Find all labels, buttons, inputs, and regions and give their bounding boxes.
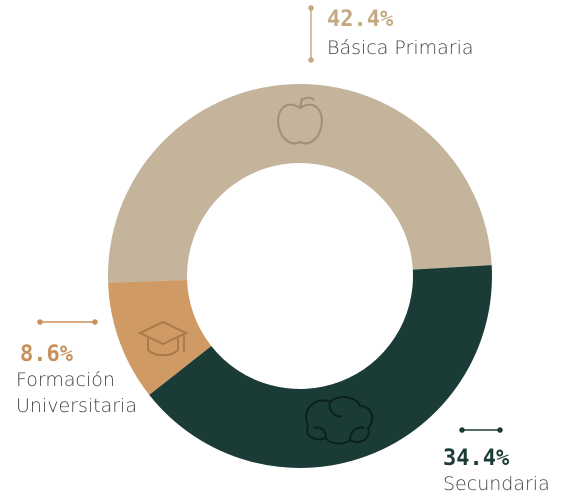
leader-line xyxy=(37,319,98,325)
slice xyxy=(149,265,492,469)
leader-line xyxy=(308,5,314,63)
apple-icon xyxy=(277,96,323,145)
slice xyxy=(107,83,492,283)
cap-icon xyxy=(137,320,189,357)
leader-line xyxy=(459,427,503,433)
brain-icon xyxy=(305,396,374,445)
category-label: Formación Universitaria xyxy=(16,369,137,417)
category-label: Secundaria xyxy=(443,473,550,495)
value-label: 42.4% xyxy=(327,7,394,32)
donut xyxy=(107,83,492,469)
value-label: 8.6% xyxy=(20,342,74,367)
value-label: 34.4% xyxy=(443,446,510,471)
category-label: Básica Primaria xyxy=(327,37,474,59)
slice xyxy=(108,279,212,395)
